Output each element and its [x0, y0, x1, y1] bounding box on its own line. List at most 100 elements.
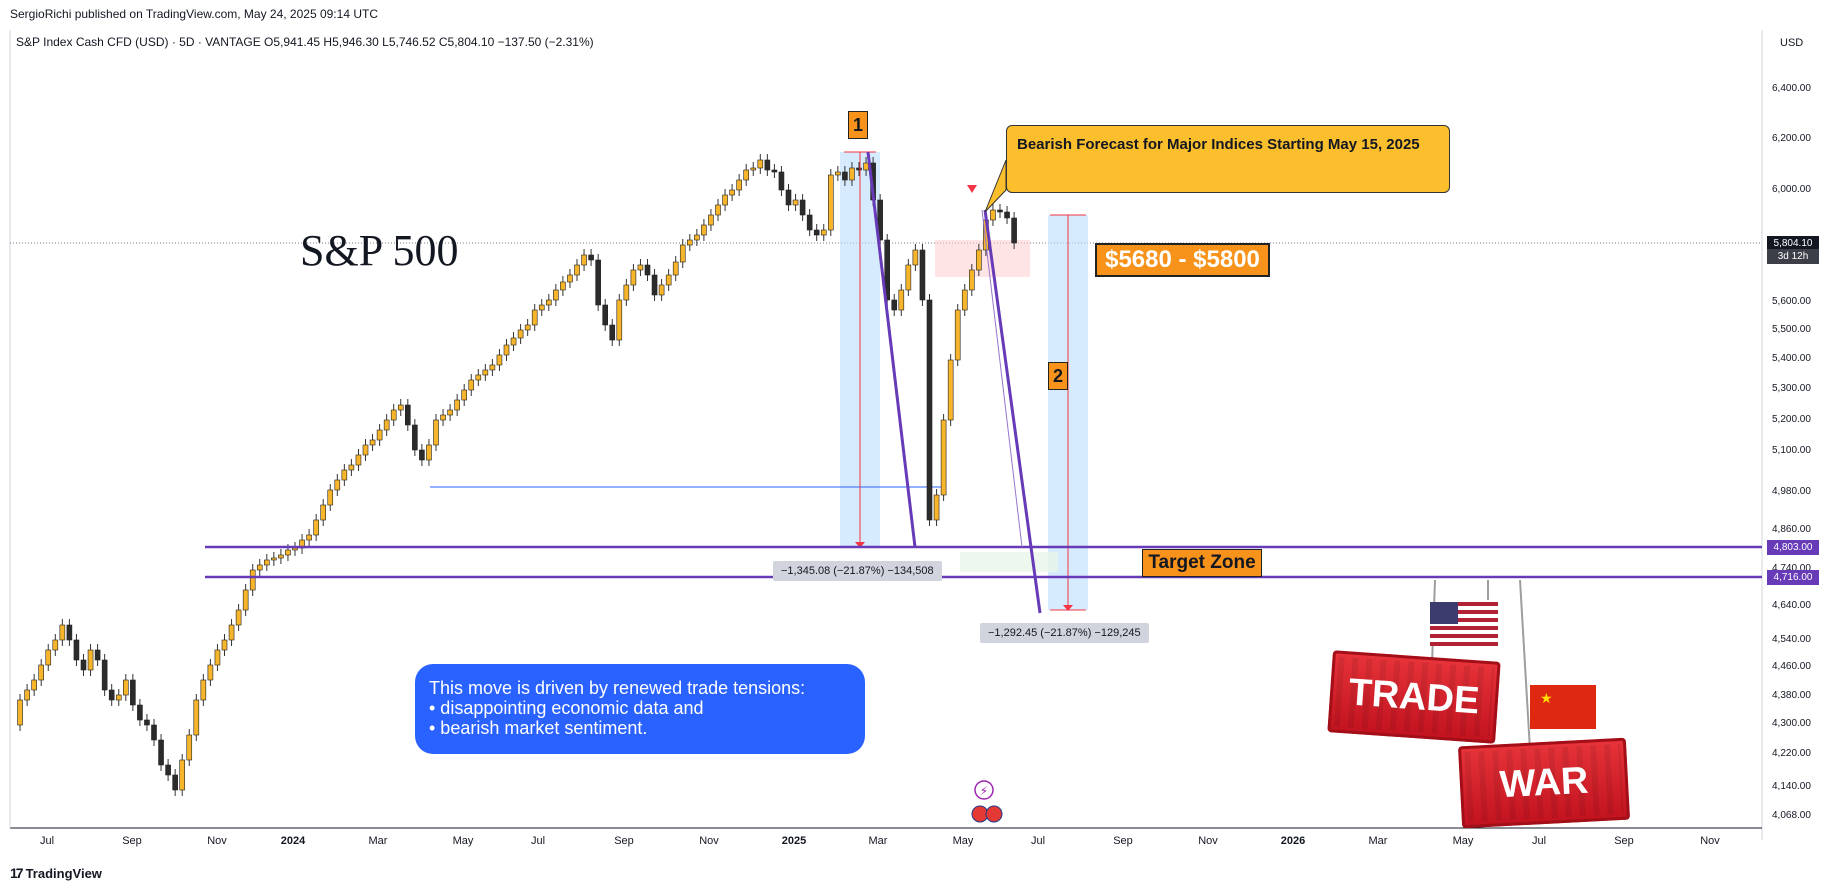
candle-body [898, 289, 905, 311]
tradingview-logo[interactable]: 17 TradingView [10, 865, 102, 881]
x-tick-label: 2026 [1281, 835, 1305, 847]
candle-body [320, 504, 327, 521]
candle-body [475, 374, 482, 381]
candle-body [863, 162, 869, 171]
candle-body [856, 167, 862, 171]
trade-container: TRADE [1327, 650, 1501, 744]
candle-body [602, 304, 609, 326]
candle-body [574, 264, 580, 276]
candle-body [45, 649, 52, 666]
candle-body [327, 489, 334, 506]
candle-body [715, 204, 721, 216]
candle-body [242, 589, 249, 611]
svg-text:★: ★ [1540, 691, 1553, 707]
candle-body [595, 259, 601, 306]
x-tick-label: Sep [614, 835, 634, 847]
candle-body [200, 679, 207, 701]
candle-body [172, 774, 178, 791]
candle-body [954, 309, 961, 361]
candle-body [538, 304, 545, 311]
candle-body [186, 734, 193, 761]
candle-body [891, 299, 898, 311]
candle-body [454, 399, 460, 411]
candle-body [510, 337, 517, 346]
crane-cable-right [1519, 580, 1531, 751]
candle-body [905, 264, 912, 291]
lightning-icon[interactable] [974, 780, 994, 800]
candle-body [31, 679, 37, 691]
candle-body [849, 167, 855, 181]
sp500-title: S&P 500 [300, 226, 459, 275]
candle-body [672, 261, 679, 276]
wave-label-1[interactable]: 1 [848, 111, 868, 139]
wave-label-2[interactable]: 2 [1048, 362, 1068, 390]
y-tick-label: 5,600.00 [1772, 296, 1811, 307]
candle-body [440, 414, 446, 421]
candle-body [313, 519, 319, 536]
candle-body [412, 424, 418, 451]
candle-body [383, 419, 390, 431]
candle-body [489, 364, 496, 371]
candle-body [990, 209, 996, 221]
war-container: WAR [1457, 737, 1631, 829]
tradingview-logo-text: TradingView [25, 865, 102, 881]
candle-body [961, 289, 968, 311]
candle-body [207, 664, 214, 681]
x-tick-label: May [953, 835, 974, 847]
candle-body [130, 679, 136, 706]
forecast-callout[interactable]: Bearish Forecast for Major Indices Start… [1006, 125, 1450, 193]
candle-body [306, 534, 312, 541]
candle-body [778, 171, 785, 191]
candle-body [87, 649, 94, 671]
candle-body [397, 404, 404, 411]
price-range-label[interactable]: $5680 - $5800 [1095, 243, 1270, 277]
trade-tension-note[interactable]: This move is driven by renewed trade ten… [415, 664, 865, 754]
target-zone-label[interactable]: Target Zone [1142, 549, 1262, 577]
x-tick-label: Nov [1700, 835, 1720, 847]
candle-body [616, 299, 623, 341]
candle-body [1011, 217, 1017, 244]
currency-label[interactable]: USD [1780, 37, 1804, 49]
y-tick-label: 6,000.00 [1772, 184, 1811, 195]
candle-body [390, 409, 397, 421]
candle-body [842, 171, 848, 181]
candle-body [686, 239, 693, 246]
candle-body [531, 309, 538, 326]
candle-body [38, 664, 45, 681]
callout-pointer [984, 159, 1007, 213]
candle-body [884, 239, 891, 301]
candle-body [679, 244, 686, 263]
candle-body [348, 464, 355, 471]
candle-body [743, 169, 750, 181]
candle-body [151, 724, 157, 741]
candle-body [101, 659, 108, 691]
candle-body [792, 199, 799, 206]
candle-body [1004, 211, 1010, 219]
note-line-2: • disappointing economic data and [429, 698, 704, 718]
candle-body [517, 329, 524, 339]
candle-body [433, 419, 439, 446]
candle-body [912, 249, 919, 266]
x-tick-label: 2024 [281, 835, 306, 847]
y-tick-label: 4,740.00 [1772, 563, 1811, 574]
x-tick-label: Nov [207, 835, 227, 847]
y-axis-ticks: 6,400.006,200.006,000.005,700.005,600.00… [1772, 83, 1811, 821]
candle-body [524, 324, 531, 331]
us-event-icon-2[interactable] [985, 805, 1003, 823]
y-tick-label: 4,980.00 [1772, 486, 1811, 497]
candle-body [947, 359, 954, 421]
candle-body [292, 547, 298, 551]
lightning-glyph: ⚡ [980, 784, 988, 798]
candle-body [553, 289, 559, 301]
x-tick-label: Nov [1198, 835, 1218, 847]
measure-label-1: −1,345.08 (−21.87%) −134,508 [773, 561, 942, 581]
candle-body [503, 344, 510, 356]
candle-body [66, 624, 73, 641]
candle-body [362, 444, 369, 456]
candle-body [447, 409, 453, 416]
measure-zone [960, 552, 1058, 572]
candle-body [581, 254, 587, 266]
candle-body [827, 174, 834, 231]
y-tick-label: 4,460.00 [1772, 661, 1811, 672]
